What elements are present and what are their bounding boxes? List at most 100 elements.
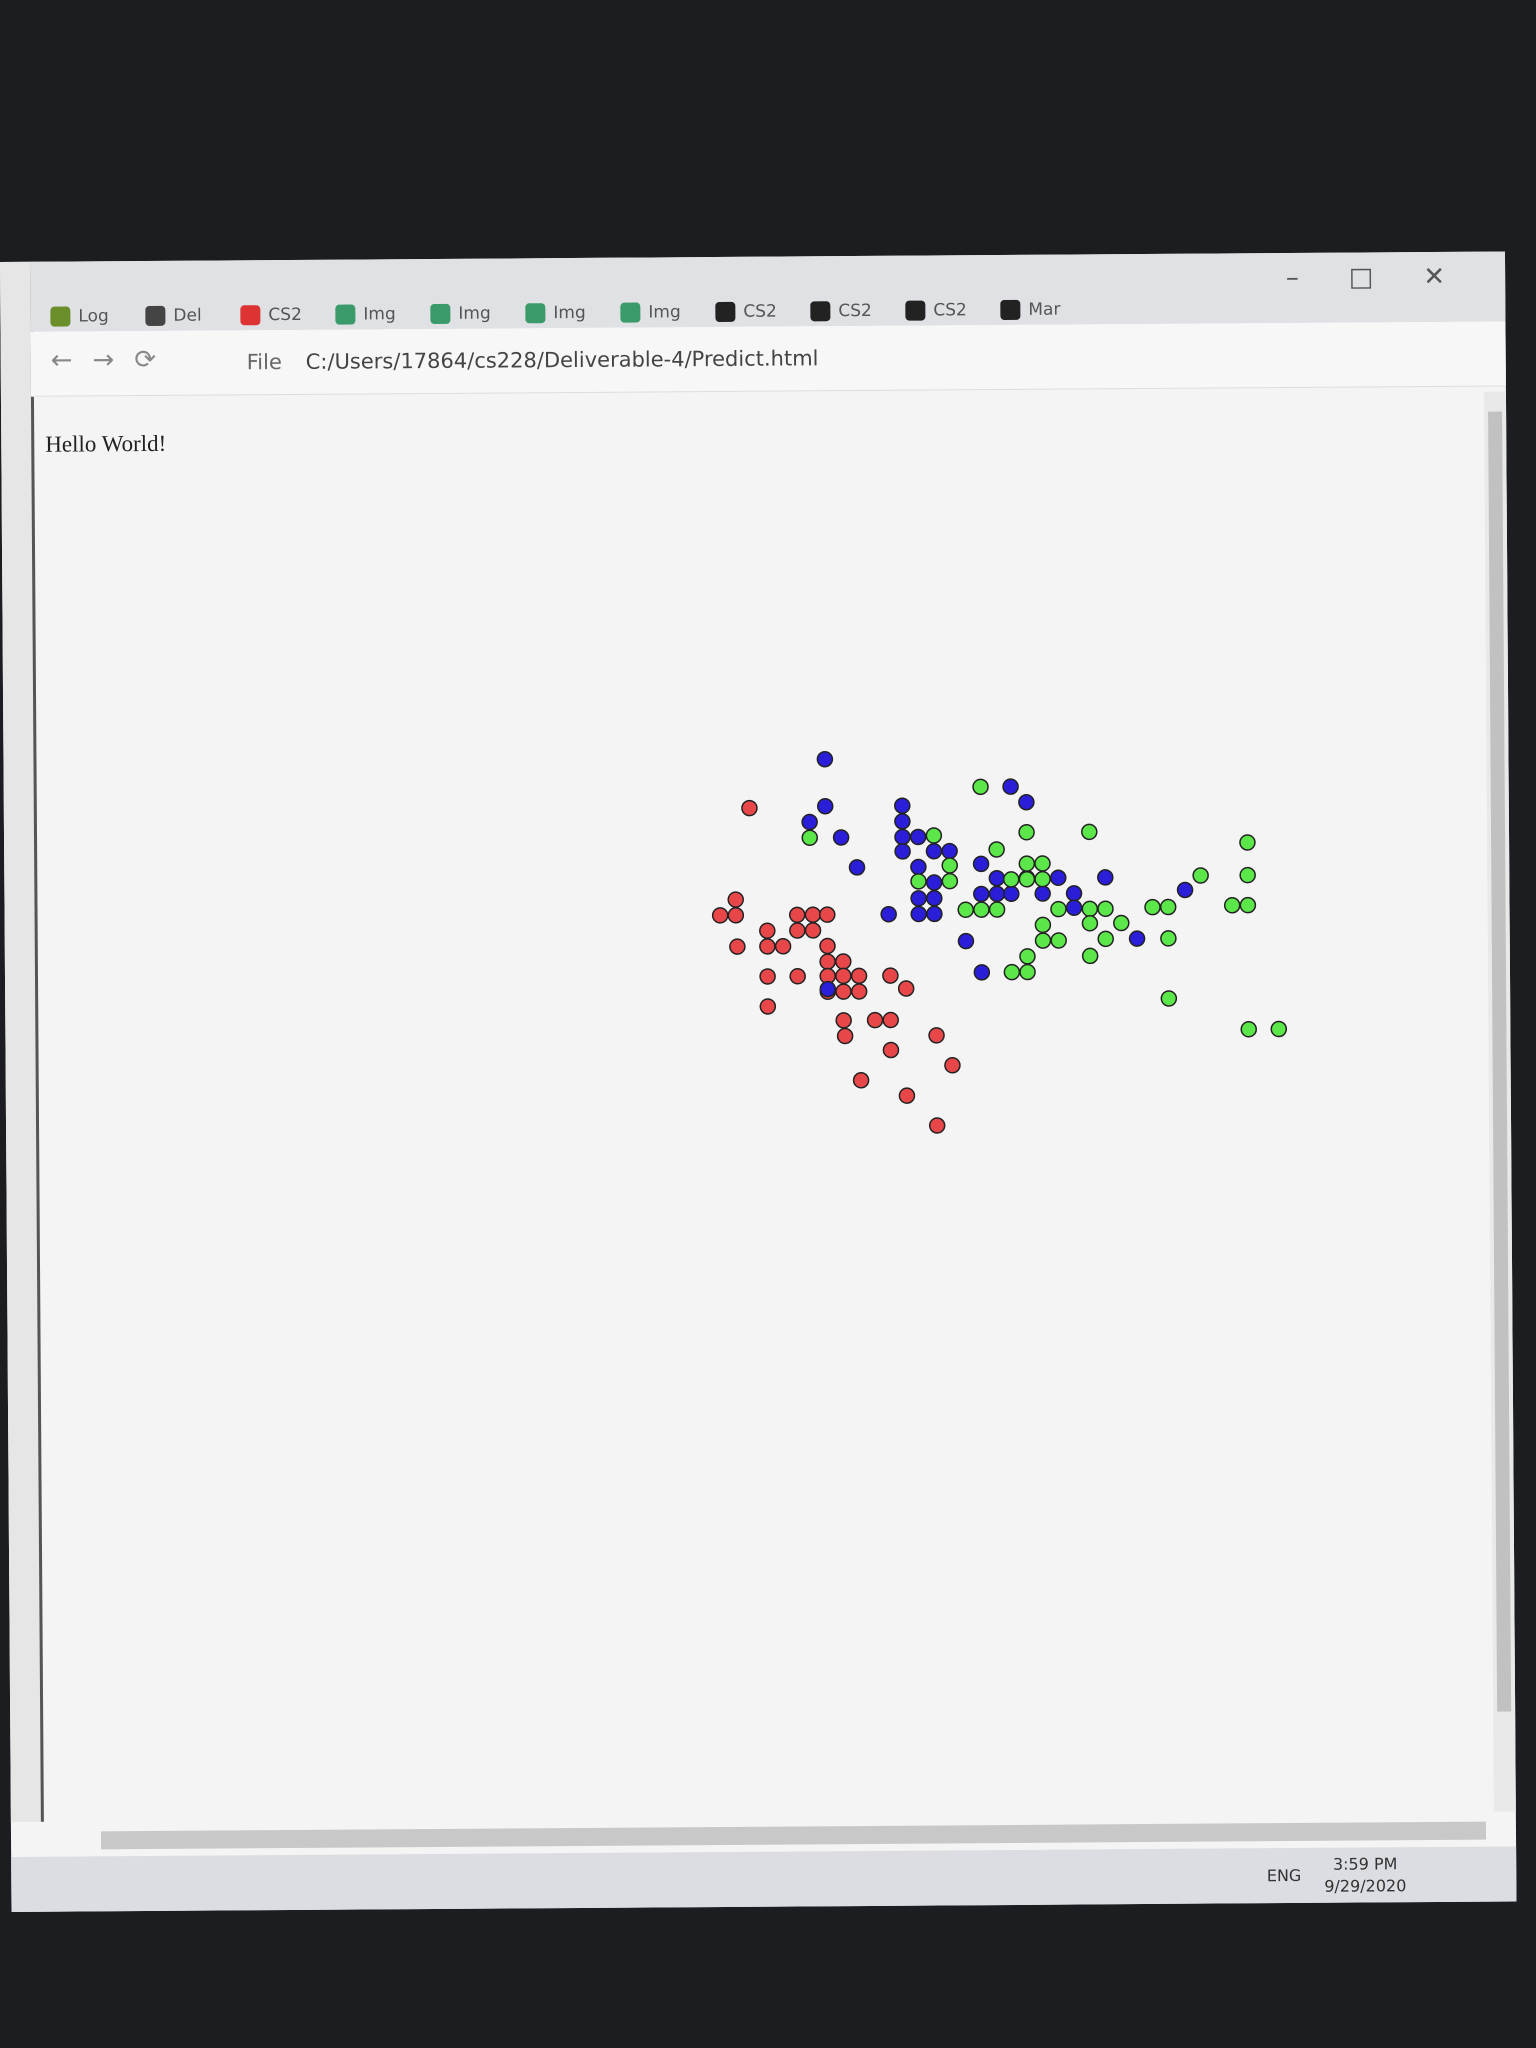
data-point xyxy=(1160,930,1177,947)
data-point xyxy=(1034,932,1052,949)
data-point xyxy=(973,901,990,918)
data-point xyxy=(926,889,943,907)
data-point xyxy=(1003,963,1021,981)
horizontal-scrollbar[interactable] xyxy=(100,1821,1487,1850)
data-point xyxy=(1034,870,1051,888)
data-point xyxy=(835,1012,852,1029)
data-point xyxy=(910,905,927,923)
data-point xyxy=(882,1041,900,1059)
data-point xyxy=(727,907,745,924)
data-point xyxy=(988,869,1006,887)
data-point xyxy=(973,964,991,981)
data-point xyxy=(988,885,1006,903)
data-point xyxy=(941,842,958,860)
data-point xyxy=(836,1027,854,1045)
data-point xyxy=(928,1117,946,1134)
data-point xyxy=(1239,866,1256,884)
data-point xyxy=(1239,834,1256,851)
data-point xyxy=(819,937,836,955)
data-point xyxy=(711,907,729,924)
data-point xyxy=(925,842,943,860)
data-point xyxy=(1018,824,1035,841)
data-point xyxy=(788,906,806,924)
data-point xyxy=(759,938,776,955)
data-point xyxy=(928,1027,945,1044)
data-point xyxy=(729,938,746,955)
data-point xyxy=(774,938,792,955)
data-point xyxy=(988,901,1006,918)
data-point xyxy=(759,968,776,985)
data-point xyxy=(1034,855,1051,872)
data-point xyxy=(926,905,943,923)
data-point xyxy=(910,858,927,876)
data-point xyxy=(816,750,834,768)
data-point xyxy=(1050,932,1067,949)
data-point xyxy=(941,872,959,890)
data-point xyxy=(1097,900,1114,918)
data-point xyxy=(1034,885,1051,902)
data-point xyxy=(972,855,990,873)
data-point xyxy=(909,828,927,846)
data-point xyxy=(789,967,806,985)
data-point xyxy=(1019,948,1036,965)
data-point xyxy=(897,980,915,997)
taskbar: ENG 3:59 PM 9/29/2020 xyxy=(11,1846,1517,1912)
data-point xyxy=(1113,914,1130,932)
data-point xyxy=(894,843,911,860)
data-point xyxy=(1223,897,1241,914)
data-point xyxy=(816,797,834,815)
data-point xyxy=(925,827,943,844)
data-point xyxy=(1239,896,1257,914)
data-point xyxy=(741,799,758,817)
data-point xyxy=(1050,869,1067,887)
data-point xyxy=(988,841,1005,858)
data-point xyxy=(1240,1021,1257,1038)
scroll-thumb[interactable] xyxy=(1488,411,1512,1712)
data-point xyxy=(1081,900,1099,918)
data-point xyxy=(1270,1020,1288,1038)
data-point xyxy=(894,828,911,846)
data-point xyxy=(1019,963,1036,981)
data-point xyxy=(1097,930,1114,948)
data-point xyxy=(894,813,911,830)
data-point xyxy=(957,932,975,950)
data-point xyxy=(1002,871,1020,888)
data-point xyxy=(801,813,818,831)
data-point xyxy=(819,953,836,970)
data-point xyxy=(1081,823,1098,841)
data-point xyxy=(1003,885,1020,903)
data-point xyxy=(972,778,989,796)
data-point xyxy=(910,890,927,907)
data-point xyxy=(1065,899,1083,916)
clock[interactable]: 3:59 PM 9/29/2020 xyxy=(1324,1853,1406,1898)
data-point xyxy=(1128,930,1146,947)
window-controls[interactable]: –□✕ xyxy=(1285,261,1496,294)
data-point xyxy=(1097,869,1114,886)
data-point xyxy=(882,1011,899,1029)
data-point xyxy=(894,797,911,814)
data-point xyxy=(1192,867,1209,884)
data-point xyxy=(957,901,974,919)
data-point xyxy=(832,829,850,846)
data-point xyxy=(789,922,806,939)
data-point xyxy=(850,983,868,1000)
data-point xyxy=(819,980,837,998)
data-point xyxy=(944,1057,961,1074)
data-point xyxy=(804,906,822,923)
data-point xyxy=(835,967,852,985)
data-point xyxy=(973,885,990,903)
data-point xyxy=(910,873,927,890)
data-point xyxy=(852,1072,870,1089)
data-point xyxy=(835,953,852,970)
monitor-screen: Log Del CS2 Img Img Img Img CS2 CS2 CS2 Mar ←→⟳ Fi… xyxy=(0,251,1517,1912)
data-point xyxy=(804,922,822,939)
data-point xyxy=(1065,885,1083,902)
language-indicator[interactable]: ENG xyxy=(1266,1865,1302,1886)
data-point xyxy=(1002,778,1019,795)
data-point xyxy=(1159,898,1177,916)
data-point xyxy=(759,922,776,939)
data-point xyxy=(1160,990,1178,1007)
data-point xyxy=(1144,898,1161,916)
